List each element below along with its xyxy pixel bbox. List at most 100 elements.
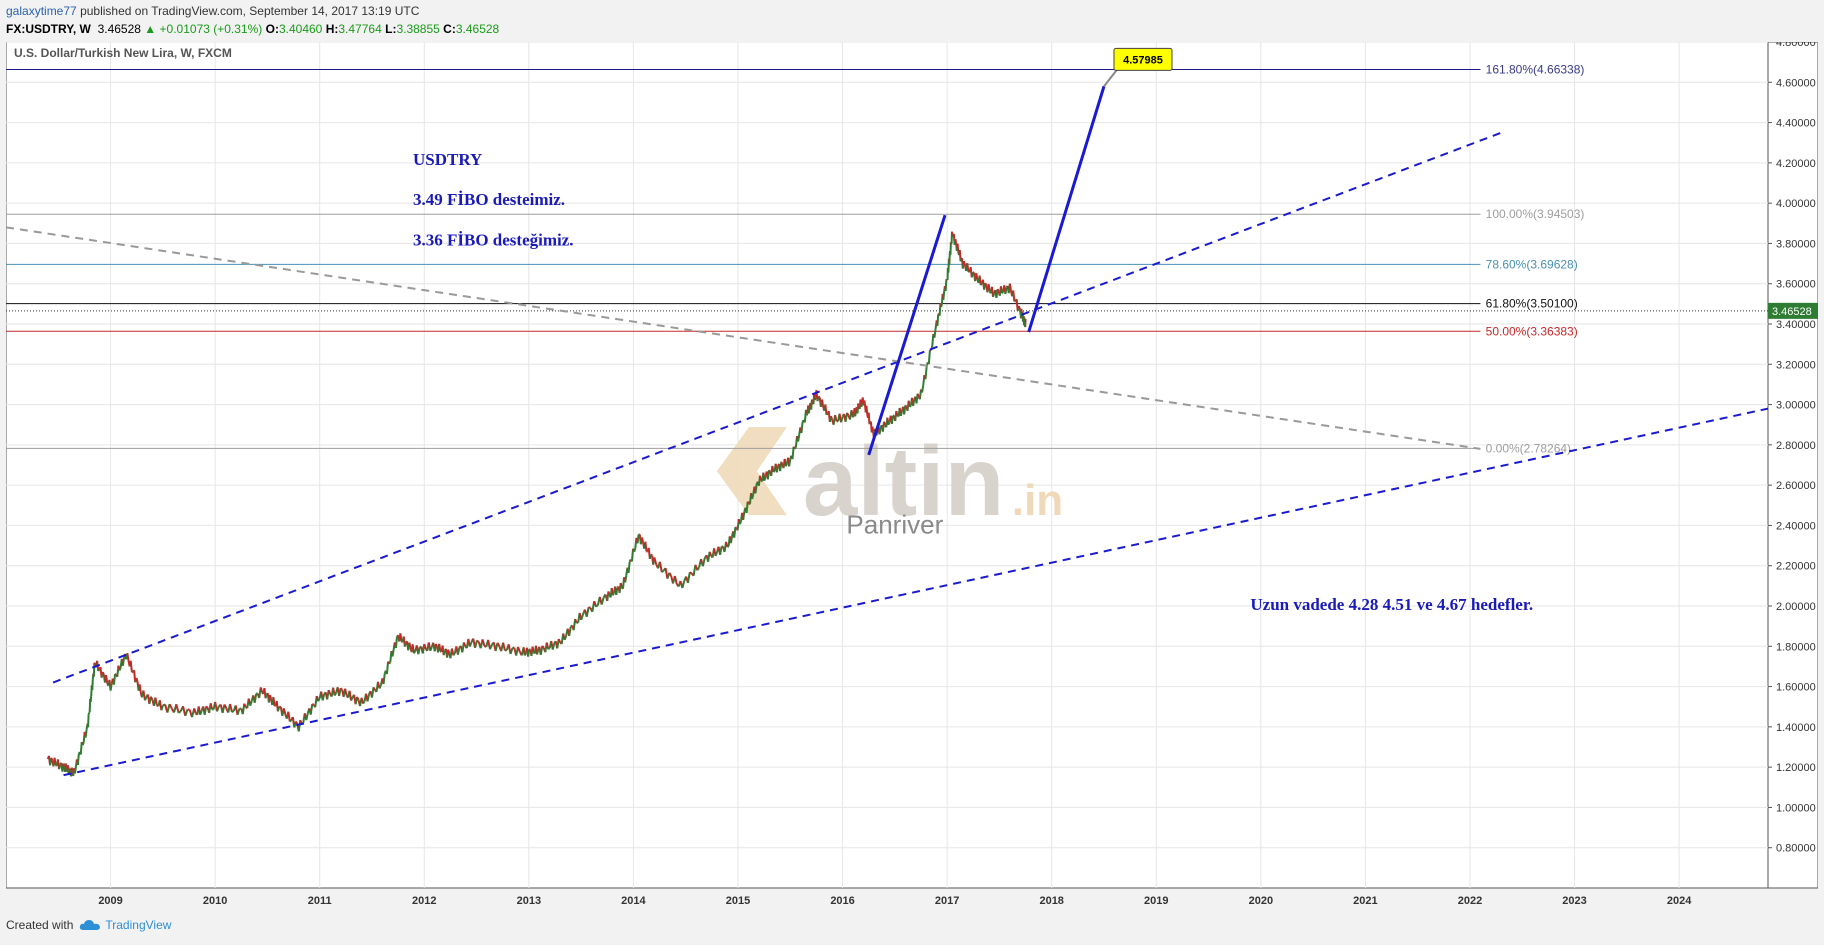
x-tick-label: 2018 <box>1039 895 1063 907</box>
price-segment <box>87 714 90 728</box>
price-segment <box>282 708 287 715</box>
price-segment <box>996 288 1000 292</box>
price-segment <box>899 410 903 417</box>
price-segment <box>76 753 80 766</box>
high-label: H: <box>325 22 339 36</box>
price-segment <box>992 292 996 298</box>
price-segment <box>772 470 776 473</box>
y-tick-label: 4.40000 <box>1776 118 1816 130</box>
price-segment <box>362 700 366 705</box>
price-segment <box>144 696 148 701</box>
footer: Created with TradingView <box>6 918 171 932</box>
price-segment <box>852 414 855 418</box>
price-segment <box>912 399 916 407</box>
price-segment <box>517 646 521 653</box>
y-tick-label: 3.20000 <box>1776 359 1816 371</box>
x-tick-label: 2011 <box>308 895 332 907</box>
price-segment <box>504 649 508 652</box>
fib-label: 78.60%(3.69628) <box>1486 257 1578 271</box>
price-segment <box>118 667 122 671</box>
price-segment <box>447 649 451 654</box>
price-segment <box>243 703 247 708</box>
price-segment <box>793 446 797 450</box>
y-tick-label: 4.00000 <box>1776 198 1816 210</box>
price-segment <box>813 396 817 401</box>
y-tick-label: 2.00000 <box>1776 601 1816 613</box>
high-value: 3.47764 <box>338 22 382 36</box>
last-price-badge <box>1768 302 1818 319</box>
price-change: +0.01073 (+0.31%) <box>159 22 263 36</box>
price-segment <box>805 413 809 416</box>
y-tick-label: 1.60000 <box>1776 682 1816 694</box>
up-arrow-icon: ▲ <box>144 22 157 36</box>
price-segment <box>933 328 937 338</box>
price-segment <box>607 591 611 595</box>
fib-label: 50.00%(3.36383) <box>1486 324 1578 338</box>
price-segment <box>824 404 828 415</box>
price-segment <box>89 696 93 702</box>
author-link[interactable]: galaxytime77 <box>6 4 77 18</box>
price-segment <box>496 642 501 647</box>
price-segment <box>871 426 875 432</box>
price-segment <box>653 557 658 565</box>
price-segment <box>87 712 91 715</box>
price-segment <box>768 469 771 473</box>
price-segment <box>817 395 821 399</box>
price-segment <box>289 719 293 723</box>
last-price-badge-label: 3.46528 <box>1772 306 1812 318</box>
price-segment <box>536 649 540 655</box>
price-segment <box>474 640 478 649</box>
price-segment <box>568 626 572 637</box>
price-segment <box>788 458 792 467</box>
price-segment <box>633 548 637 553</box>
price-segment <box>177 710 182 714</box>
price-segment <box>287 711 291 722</box>
price-segment <box>696 566 700 571</box>
price-segment <box>860 402 863 408</box>
tradingview-link[interactable]: TradingView <box>79 918 171 932</box>
price-segment <box>126 653 130 661</box>
price-segment <box>878 427 882 435</box>
trendline <box>867 214 947 456</box>
price-segment <box>129 660 133 673</box>
y-tick-label: 3.80000 <box>1776 238 1816 250</box>
watermark-brand: altin <box>803 426 1004 536</box>
price-segment <box>668 572 672 577</box>
price-segment <box>253 693 258 703</box>
price-segment <box>356 696 360 701</box>
price-segment <box>412 650 417 654</box>
price-segment <box>551 643 556 650</box>
price-segment <box>91 679 94 691</box>
price-segment <box>966 263 970 273</box>
price-axis <box>1767 42 1818 889</box>
price-segment <box>184 709 189 717</box>
price-segment <box>121 657 126 666</box>
price-segment <box>650 553 653 557</box>
price-chart[interactable]: altin .in Panriver 161.80%(4.66338) 100.00%(… <box>6 42 1818 912</box>
price-segment <box>462 642 467 647</box>
price-segment <box>624 574 628 583</box>
price-segment <box>673 575 678 585</box>
price-segment <box>278 705 282 709</box>
x-tick-label: 2009 <box>98 895 122 907</box>
fib-label: 161.80%(4.66338) <box>1486 63 1585 77</box>
price-segment <box>338 687 342 697</box>
price-segment <box>429 646 433 652</box>
price-segment <box>160 705 164 711</box>
price-segment <box>58 764 62 770</box>
x-tick-label: 2019 <box>1144 895 1168 907</box>
price-segment <box>97 669 101 672</box>
fib-label: 61.80%(3.50100) <box>1486 297 1578 311</box>
y-tick-label: 3.40000 <box>1776 319 1816 331</box>
price-segment <box>780 461 784 466</box>
x-tick-label: 2013 <box>517 895 541 907</box>
price-segment <box>388 661 392 665</box>
x-tick-label: 2012 <box>412 895 436 907</box>
price-segment <box>305 713 309 721</box>
price-segment <box>984 282 988 286</box>
price-segment <box>784 463 788 467</box>
price-segment <box>746 501 750 504</box>
price-segment <box>644 541 648 552</box>
price-segment <box>372 686 376 691</box>
price-segment <box>661 569 665 573</box>
